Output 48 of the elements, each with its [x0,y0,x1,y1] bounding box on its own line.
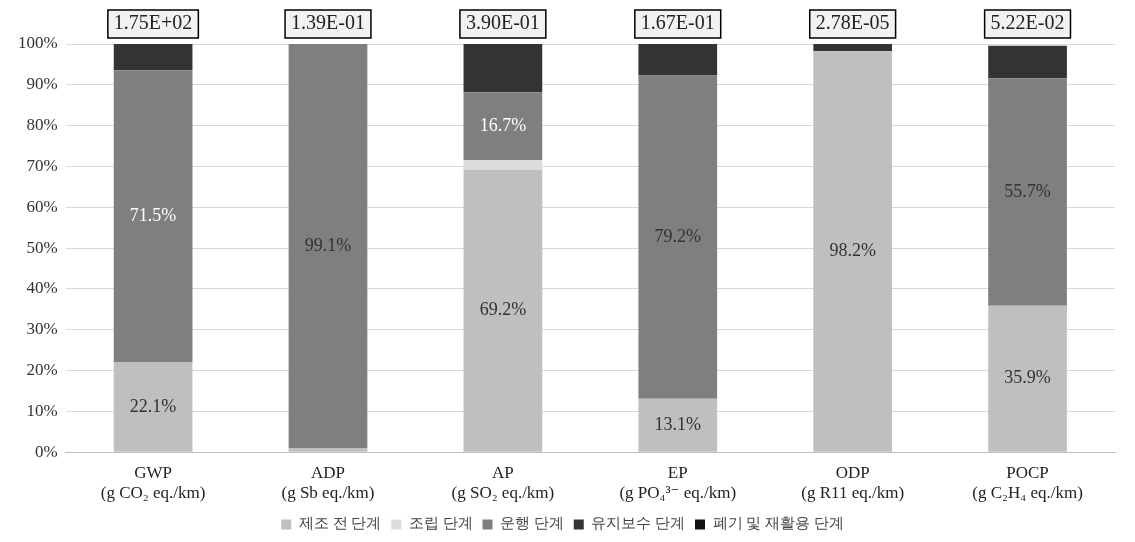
legend-label: 유지보수 단계 [591,515,685,532]
bar [638,75,718,399]
bar [988,78,1067,306]
legend-label: 제조 전 단계 [298,515,382,532]
y-tick-label: 10% [26,400,58,420]
x-tick-label: GWP (g CO₂ eq./km) [100,462,206,503]
y-tick-label: 90% [26,74,58,94]
y-tick-label: 30% [26,319,58,339]
bar [113,44,193,71]
bar [113,70,193,362]
x-tick-label: EP (g PO₄³⁻ eq./km) [619,462,737,503]
bar [463,92,543,161]
y-tick-label: 100% [17,33,58,53]
bar [638,44,718,76]
data-label: 99.1% [304,235,352,255]
annotation: 1.67E-01 [640,11,715,34]
y-tick-label: 70% [26,155,58,175]
data-label: 69.2% [479,299,527,320]
bar [988,45,1067,79]
data-label: 98.2% [829,240,876,261]
annotation: 1.39E-01 [291,11,365,34]
legend-label: 운행 단계 [500,515,564,532]
y-tick-label: 20% [26,360,58,380]
data-label: 79.2% [654,225,702,246]
y-tick-label: 50% [26,237,58,257]
annotation: 1.75E+02 [113,11,193,34]
data-label: 13.1% [654,413,702,434]
y-tick-label: 60% [26,196,58,216]
bar [813,44,893,52]
x-tick-label: POCP (g C₂H₄ eq./km) [972,462,1083,503]
legend-label: 조립 단계 [408,515,473,532]
annotation: 5.22E-02 [990,11,1065,34]
annotation: 3.90E-01 [465,11,540,34]
y-tick-label: 80% [26,115,58,135]
y-tick-label: 0% [34,441,58,461]
y-tick-label: 40% [26,278,58,298]
data-label: 55.7% [1004,180,1051,201]
data-label: 71.5% [129,204,177,225]
bar [288,44,368,449]
x-tick-label: ODP (g R11 eq./km) [801,462,905,503]
data-label: 35.9% [1004,367,1051,388]
data-label: 16.7% [479,114,527,135]
data-label: 22.1% [129,395,177,416]
annotation: 2.78E-05 [815,11,890,34]
x-tick-label: ADP (g Sb eq./km) [281,462,375,503]
legend-label: 폐기 및 재활용 단계 [712,515,844,532]
x-tick-label: AP (g SO₂ eq./km) [451,462,555,503]
bar [463,44,543,93]
